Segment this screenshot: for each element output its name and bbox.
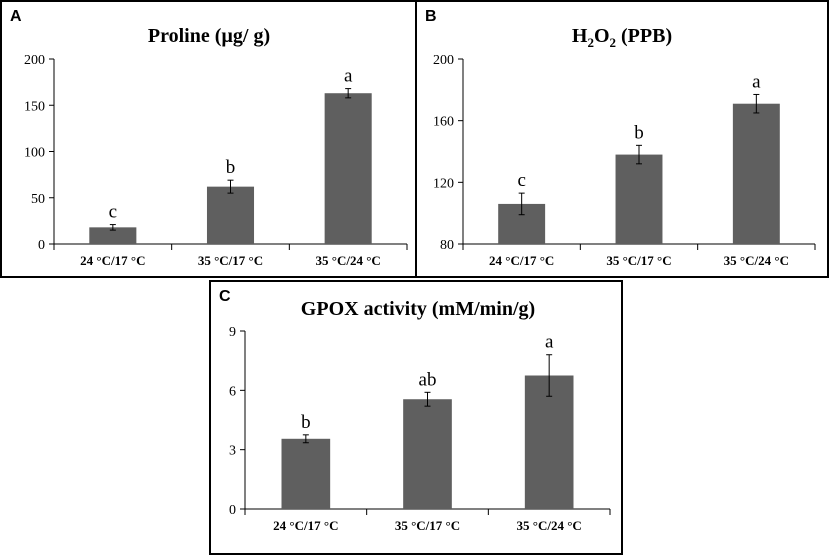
y-tick-label: 3 xyxy=(229,444,236,459)
significance-label: c xyxy=(109,202,117,223)
category-label: 35 °C/24 °C xyxy=(517,518,582,533)
significance-label: a xyxy=(752,71,761,92)
y-tick-label: 160 xyxy=(433,115,454,130)
category-label: 24 °C/17 °C xyxy=(273,518,338,533)
significance-label: a xyxy=(545,332,554,353)
category-label: 24 °C/17 °C xyxy=(489,253,554,268)
category-label: 35 °C/24 °C xyxy=(316,253,381,268)
significance-label: a xyxy=(344,66,353,87)
gpox-chart: GPOX activity (mM/min/g) 0 3 6 9 b 24 °C/17 °C… xyxy=(229,298,611,533)
significance-label: b xyxy=(301,412,311,433)
y-tick-label: 9 xyxy=(229,325,236,340)
category-label: 35 °C/17 °C xyxy=(198,253,263,268)
significance-label: b xyxy=(226,157,236,178)
h2o2-chart: H2O2 (PPB) 80 120 160 200 c 24 °C/17 °C b 35 °C/… xyxy=(433,25,816,268)
significance-label: c xyxy=(517,170,525,191)
bar xyxy=(524,375,574,509)
y-tick-label: 150 xyxy=(24,99,45,114)
panel-letter-c: C xyxy=(219,288,231,305)
category-label: 35 °C/24 °C xyxy=(724,253,789,268)
y-tick-label: 0 xyxy=(38,238,45,253)
bar xyxy=(732,103,780,244)
category-label: 35 °C/17 °C xyxy=(606,253,671,268)
y-tick-label: 50 xyxy=(31,192,45,207)
bar xyxy=(324,93,372,244)
significance-label: ab xyxy=(419,369,437,390)
y-tick-label: 100 xyxy=(24,146,45,161)
bar xyxy=(89,227,137,244)
panel-letter-a: A xyxy=(10,8,22,25)
bar xyxy=(403,399,452,509)
chart-title: GPOX activity (mM/min/g) xyxy=(301,298,535,320)
bar xyxy=(615,154,663,244)
panel-b: B H2O2 (PPB) 80 120 160 200 c 24 °C/17 °C b 35 °… xyxy=(415,0,829,278)
bar xyxy=(281,438,331,509)
significance-label: b xyxy=(634,122,644,143)
category-label: 24 °C/17 °C xyxy=(80,253,145,268)
y-tick-label: 200 xyxy=(24,53,45,68)
y-tick-label: 120 xyxy=(433,176,454,191)
y-tick-label: 80 xyxy=(440,238,454,253)
y-tick-label: 0 xyxy=(229,503,236,518)
y-tick-label: 6 xyxy=(229,384,236,399)
panel-c: C GPOX activity (mM/min/g) 0 3 6 9 b 24 °C/17 … xyxy=(209,280,623,555)
chart-title: Proline (µg/ g) xyxy=(148,25,270,47)
y-tick-label: 200 xyxy=(433,53,454,68)
proline-chart: Proline (µg/ g) 0 50 100 150 200 c 24 °C/17 °C b… xyxy=(24,25,408,268)
category-label: 35 °C/17 °C xyxy=(395,518,460,533)
chart-title: H2O2 (PPB) xyxy=(572,25,672,50)
bar xyxy=(206,186,255,244)
panel-letter-b: B xyxy=(425,8,437,25)
panel-a: A Proline (µg/ g) 0 50 100 150 200 c 24 °C/17 °… xyxy=(0,0,417,278)
